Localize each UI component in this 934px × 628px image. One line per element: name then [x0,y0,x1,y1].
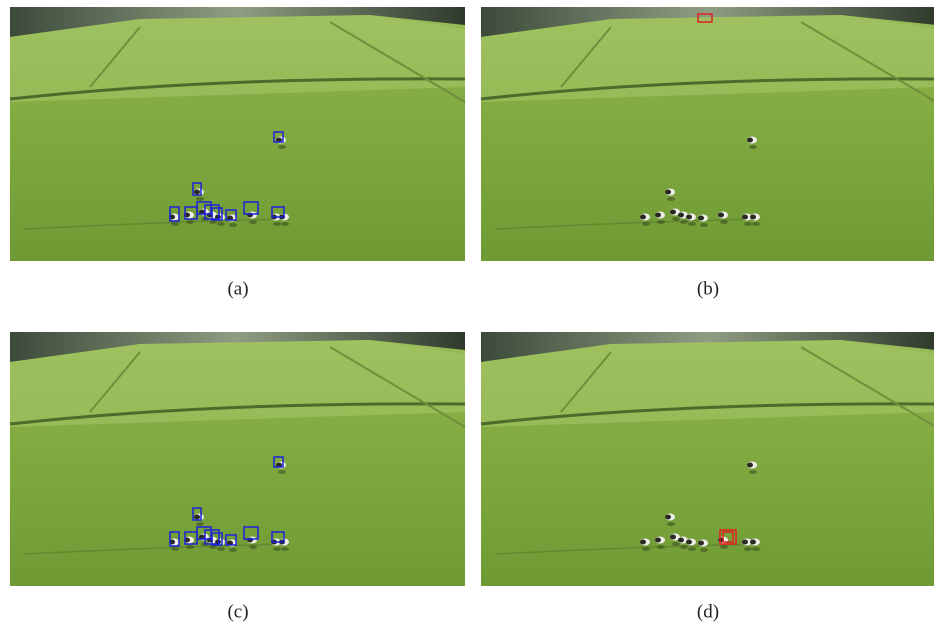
shadow [680,220,688,224]
shadow [642,222,650,226]
cow-patch [670,535,676,540]
shadow [278,145,286,149]
figure: (a) (b) (c) (d) [0,0,934,628]
cow-patch [655,538,661,543]
shadow [744,222,752,226]
cow-patch [750,215,756,220]
shadow [700,548,708,552]
photo [481,332,934,586]
shadow [720,545,728,549]
shadow [744,547,752,551]
shadow [667,197,675,201]
photo [10,7,465,261]
cow-patch [747,463,753,468]
far-field [481,340,934,427]
shadow [217,547,225,551]
shadow [278,470,286,474]
caption: (d) [697,601,719,622]
cow-patch [718,213,724,218]
page: (a) (b) (c) (d) (() => { const data = JS… [0,0,934,628]
cow-patch [698,541,704,546]
shadow [657,220,665,224]
cow-patch [665,190,671,195]
shadow [667,522,675,526]
cow-patch [194,190,200,195]
cow-patch [686,215,692,220]
cow-patch [670,210,676,215]
cow-patch [750,540,756,545]
shadow [672,217,680,221]
shadow [657,545,665,549]
caption: (b) [697,278,719,299]
shadow [720,220,728,224]
shadow [752,547,760,551]
cow-patch [698,216,704,221]
cow-patch [655,213,661,218]
shadow [249,220,257,224]
cow-patch [678,213,684,218]
shadow [196,522,204,526]
photo [481,7,934,261]
shadow [186,545,194,549]
shadow [273,222,281,226]
cow-patch [742,540,748,545]
shadow [281,222,289,226]
shadow [196,197,204,201]
shadow [749,145,757,149]
shadow [688,547,696,551]
shadow [281,547,289,551]
shadow [700,223,708,227]
cow-patch [194,515,200,520]
shadow [752,222,760,226]
cow-patch [640,215,646,220]
shadow [249,545,257,549]
shadow [229,223,237,227]
shadow [688,222,696,226]
shadow [273,547,281,551]
shadow [749,470,757,474]
shadow [171,547,179,551]
cow-patch [665,515,671,520]
shadow [229,548,237,552]
shadow [171,222,179,226]
caption: (a) [227,278,248,299]
shadow [217,222,225,226]
cow-patch [640,540,646,545]
far-field [481,15,934,102]
cow-patch [747,138,753,143]
far-field [10,340,465,427]
photo [10,332,465,586]
shadow [680,545,688,549]
shadow [672,542,680,546]
cow-patch [686,540,692,545]
caption: (c) [227,601,248,622]
shadow [642,547,650,551]
cow-patch [742,215,748,220]
far-field [10,15,465,102]
shadow [186,220,194,224]
cow-patch [678,538,684,543]
